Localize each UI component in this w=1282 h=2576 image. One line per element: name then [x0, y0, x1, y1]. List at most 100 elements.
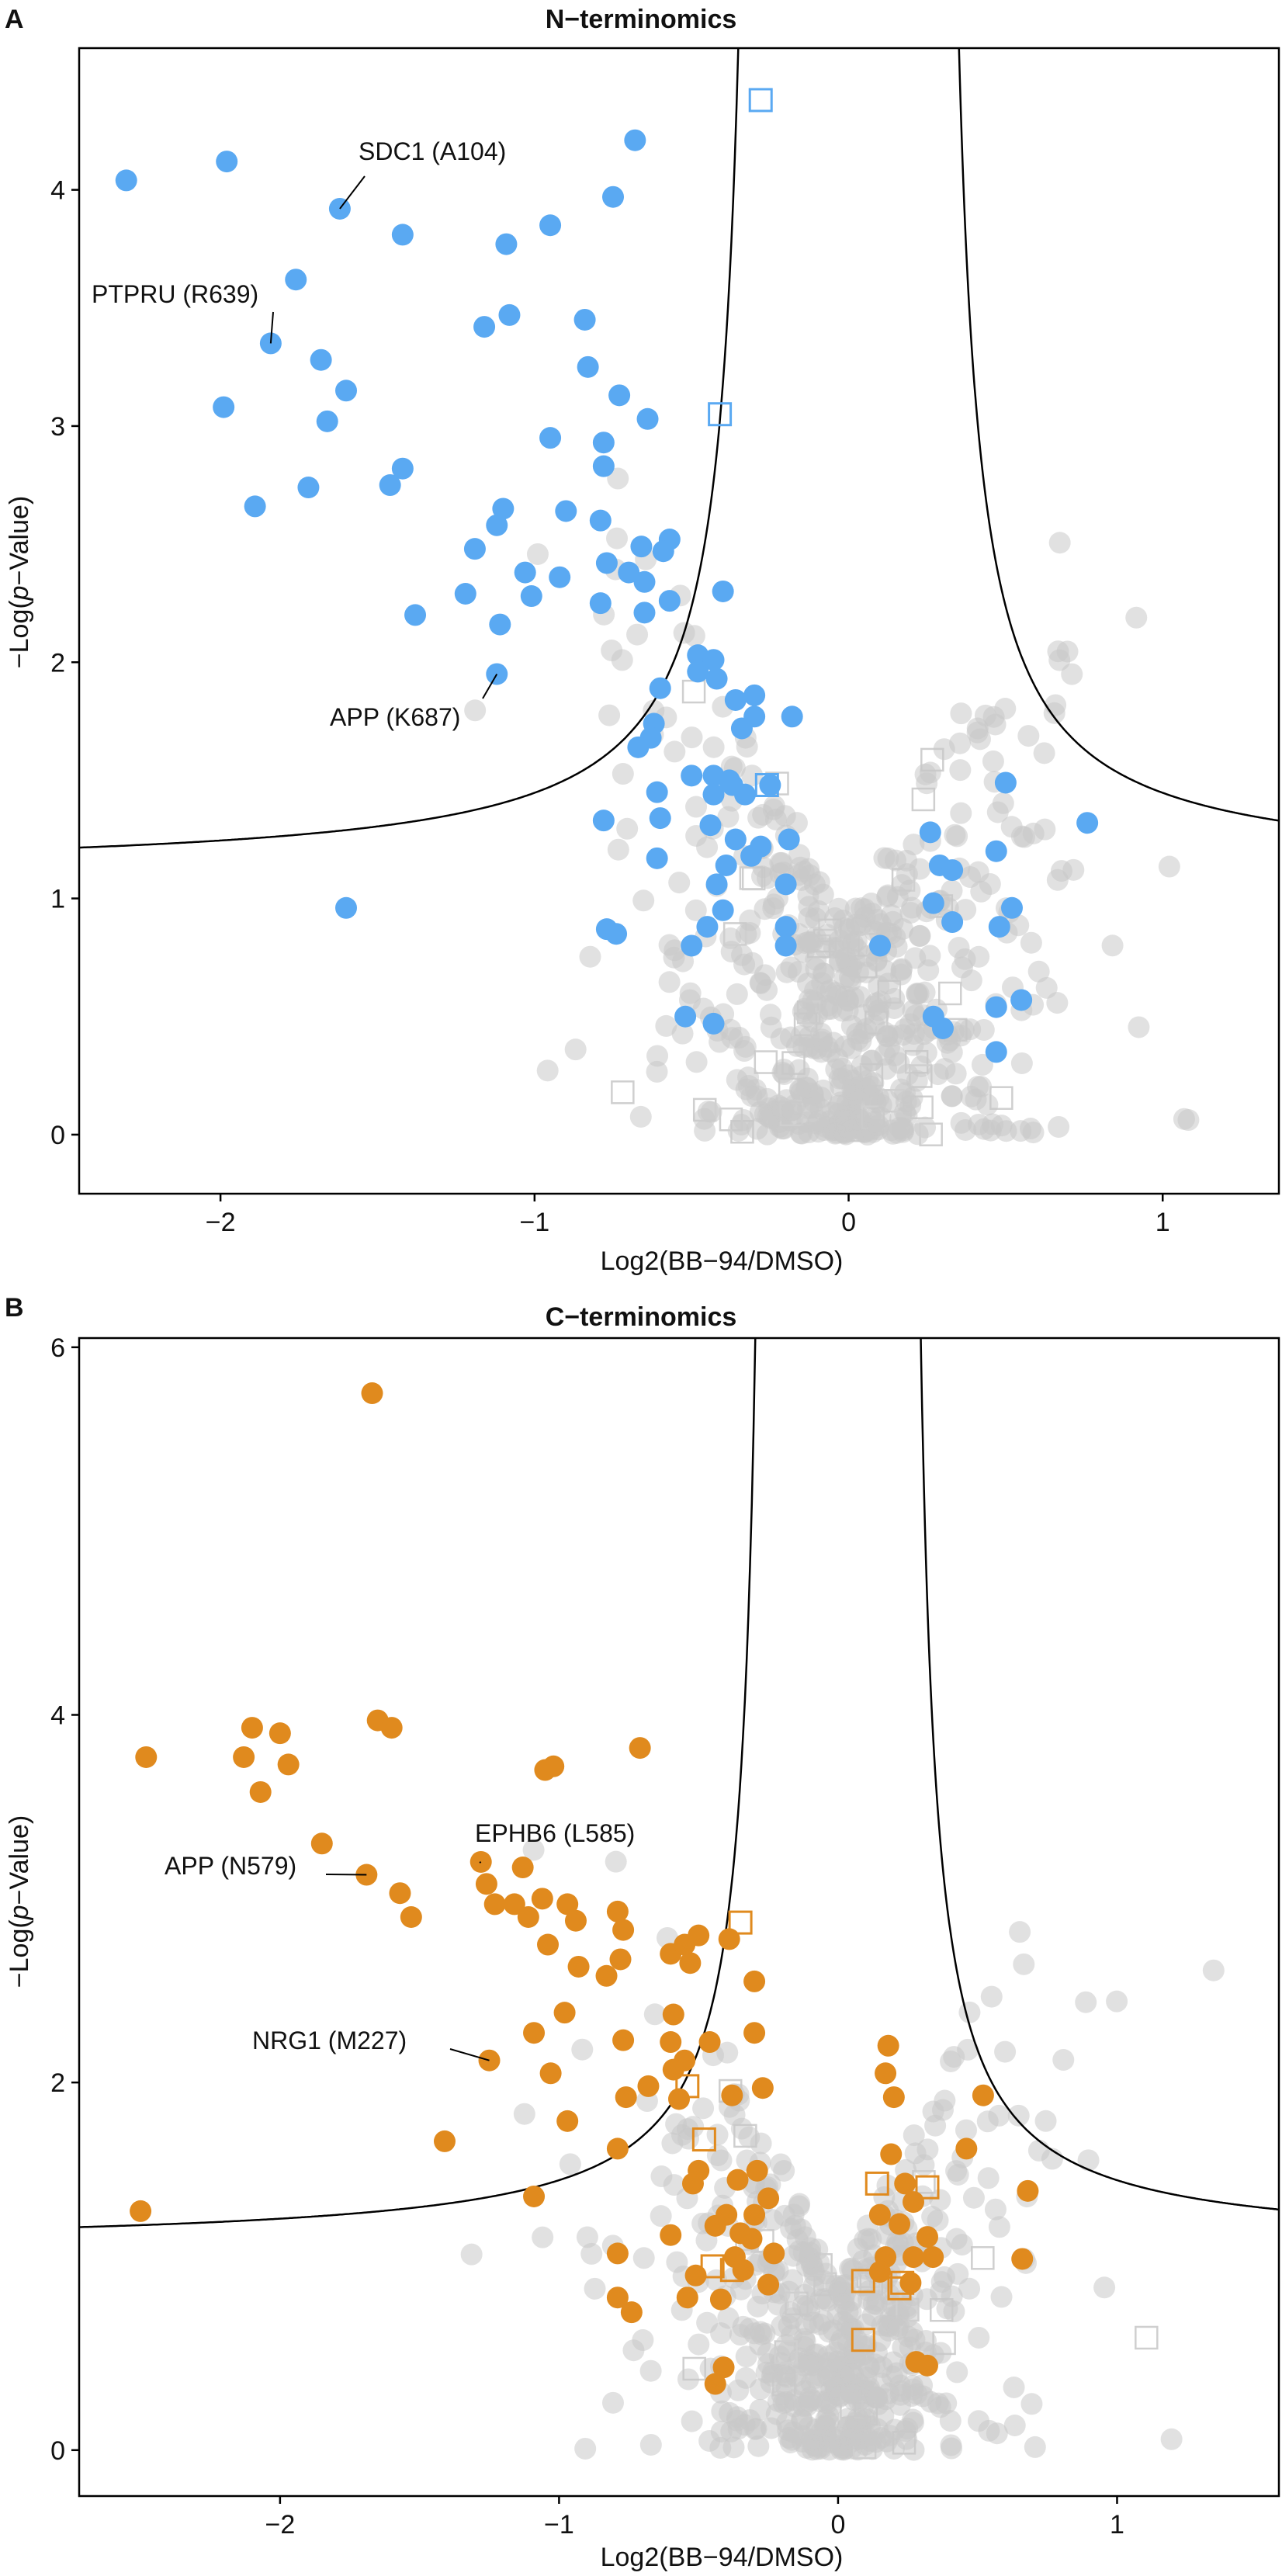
- panel-b-highlighted-point: [511, 1857, 534, 1879]
- background-point: [980, 1985, 1003, 2008]
- panel-a-highlighted-point: [589, 509, 612, 532]
- background-square-point: [774, 2340, 799, 2364]
- panel-a-highlighted-point: [724, 828, 747, 851]
- background-point: [949, 759, 972, 782]
- panel-b-highlighted-point: [712, 2356, 735, 2379]
- panel-b-highlighted-square-point: [691, 2127, 716, 2152]
- panel-a-y-label-prefix: −Log(: [5, 600, 34, 669]
- panel-a-highlighted-point: [931, 1017, 954, 1039]
- background-square-point: [722, 922, 747, 946]
- panel-b-annotation-label: APP (N579): [165, 1852, 296, 1880]
- background-point: [1034, 2110, 1057, 2132]
- background-point: [863, 1111, 885, 1133]
- background-point: [930, 2280, 952, 2303]
- panel-b-y-label-italic: p: [5, 1905, 34, 1920]
- background-point: [726, 983, 748, 1005]
- panel-a-highlighted-point: [740, 844, 763, 867]
- background-point: [717, 806, 740, 828]
- panel-b-highlighted-point: [609, 1948, 632, 1971]
- panel-b-highlighted-point: [523, 2185, 546, 2207]
- background-point: [747, 2295, 769, 2318]
- background-point: [834, 947, 857, 969]
- background-point: [733, 1040, 756, 1063]
- background-point: [571, 2038, 594, 2061]
- panel-b-highlighted-point: [249, 1780, 272, 1803]
- background-point: [751, 865, 774, 888]
- panel-b-y-label-prefix: −Log(: [5, 1919, 34, 1988]
- panel-b-plot-area: −2 −1 0 1 0 2 4 6 APP (N579) EPHB6 (L585) NRG1 (M2…: [50, 1333, 1280, 2540]
- background-point: [982, 750, 1004, 772]
- background-point: [739, 909, 761, 931]
- background-point: [598, 704, 621, 726]
- panel-b-highlighted-point: [743, 1970, 766, 1992]
- background-point: [864, 2431, 887, 2453]
- panel-a-highlighted-point: [985, 840, 1007, 862]
- panel-a-highlighted-point: [605, 923, 628, 945]
- background-point: [782, 2203, 805, 2226]
- panel-b-highlighted-point: [889, 2213, 911, 2235]
- background-point: [1003, 2377, 1025, 2399]
- panel-a-y-tick-label: 3: [50, 412, 65, 442]
- background-point: [951, 956, 974, 979]
- panel-a-highlighted-point: [774, 873, 797, 896]
- panel-b-highlighted-point: [903, 2191, 925, 2214]
- background-point: [927, 1063, 949, 1086]
- panel-b-title: C−terminomics: [546, 1302, 737, 1332]
- panel-b-highlighted-point: [679, 1952, 702, 1974]
- background-point: [914, 763, 937, 785]
- background-point: [955, 2119, 977, 2141]
- panel-b-y-tick-label: 4: [50, 1701, 65, 1730]
- panel-a-highlighted-point: [627, 736, 650, 758]
- background-point: [976, 2110, 999, 2133]
- background-point: [513, 2103, 535, 2125]
- panel-a-highlighted-square-point: [748, 88, 773, 113]
- panel-b-highlighted-point: [389, 1882, 411, 1905]
- panel-b-highlighted-point: [612, 2029, 635, 2051]
- panel-a-highlighted-point: [316, 410, 338, 432]
- panel-a-highlighted-square-point: [708, 402, 733, 427]
- background-point: [943, 2300, 965, 2323]
- panel-b-highlighted-point: [880, 2143, 903, 2165]
- background-point: [741, 764, 764, 787]
- panel-b-highlighted-square-point: [864, 2171, 889, 2196]
- background-point: [984, 2198, 1007, 2221]
- panel-a-highlighted-point: [602, 185, 625, 208]
- background-point: [789, 856, 812, 879]
- background-point: [968, 945, 990, 968]
- background-point: [1202, 1959, 1225, 1981]
- background-point: [834, 2274, 857, 2297]
- panel-b-highlighted-point: [662, 2003, 684, 2026]
- background-point: [1046, 868, 1069, 891]
- panel-b-highlighted-square-point: [890, 2270, 915, 2295]
- panel-b-y-tick-label: 0: [50, 2436, 65, 2466]
- background-point: [1010, 1120, 1032, 1142]
- panel-a-annotation-label: SDC1 (A104): [359, 137, 506, 165]
- panel-a-highlighted-point: [539, 427, 562, 449]
- panel-b-highlighted-point: [269, 1722, 291, 1745]
- panel-a-highlighted-point: [730, 717, 753, 740]
- panel-a-y-label-suffix: −Value): [5, 496, 34, 586]
- background-point: [1173, 1108, 1195, 1130]
- panel-a-highlighted-point: [712, 899, 734, 921]
- panel-a-highlighted-point: [335, 380, 358, 402]
- panel-b-y-tick-label: 2: [50, 2068, 65, 2098]
- background-point: [607, 838, 629, 861]
- panel-b-highlighted-point: [916, 2226, 938, 2248]
- panel-a-x-axis-label: Log2(BB−94/DMSO): [601, 1246, 844, 1276]
- background-point: [632, 889, 655, 912]
- panel-b-highlighted-point: [475, 1873, 497, 1895]
- panel-a-highlighted-point: [699, 814, 722, 837]
- background-point: [986, 2422, 1008, 2445]
- background-point: [977, 2167, 1000, 2189]
- panel-b-highlighted-point: [523, 2022, 546, 2044]
- background-point: [1010, 825, 1033, 848]
- panel-a-highlighted-point: [1010, 989, 1033, 1011]
- background-point: [655, 1014, 677, 1037]
- background-point: [574, 2437, 597, 2460]
- panel-a-highlighted-point: [687, 660, 709, 683]
- panel-b-highlighted-point: [875, 2062, 897, 2085]
- panel-b-highlighted-square-point: [675, 2074, 700, 2099]
- panel-a-highlighted-point: [646, 847, 668, 869]
- background-point: [773, 1063, 795, 1086]
- background-point: [982, 706, 1005, 728]
